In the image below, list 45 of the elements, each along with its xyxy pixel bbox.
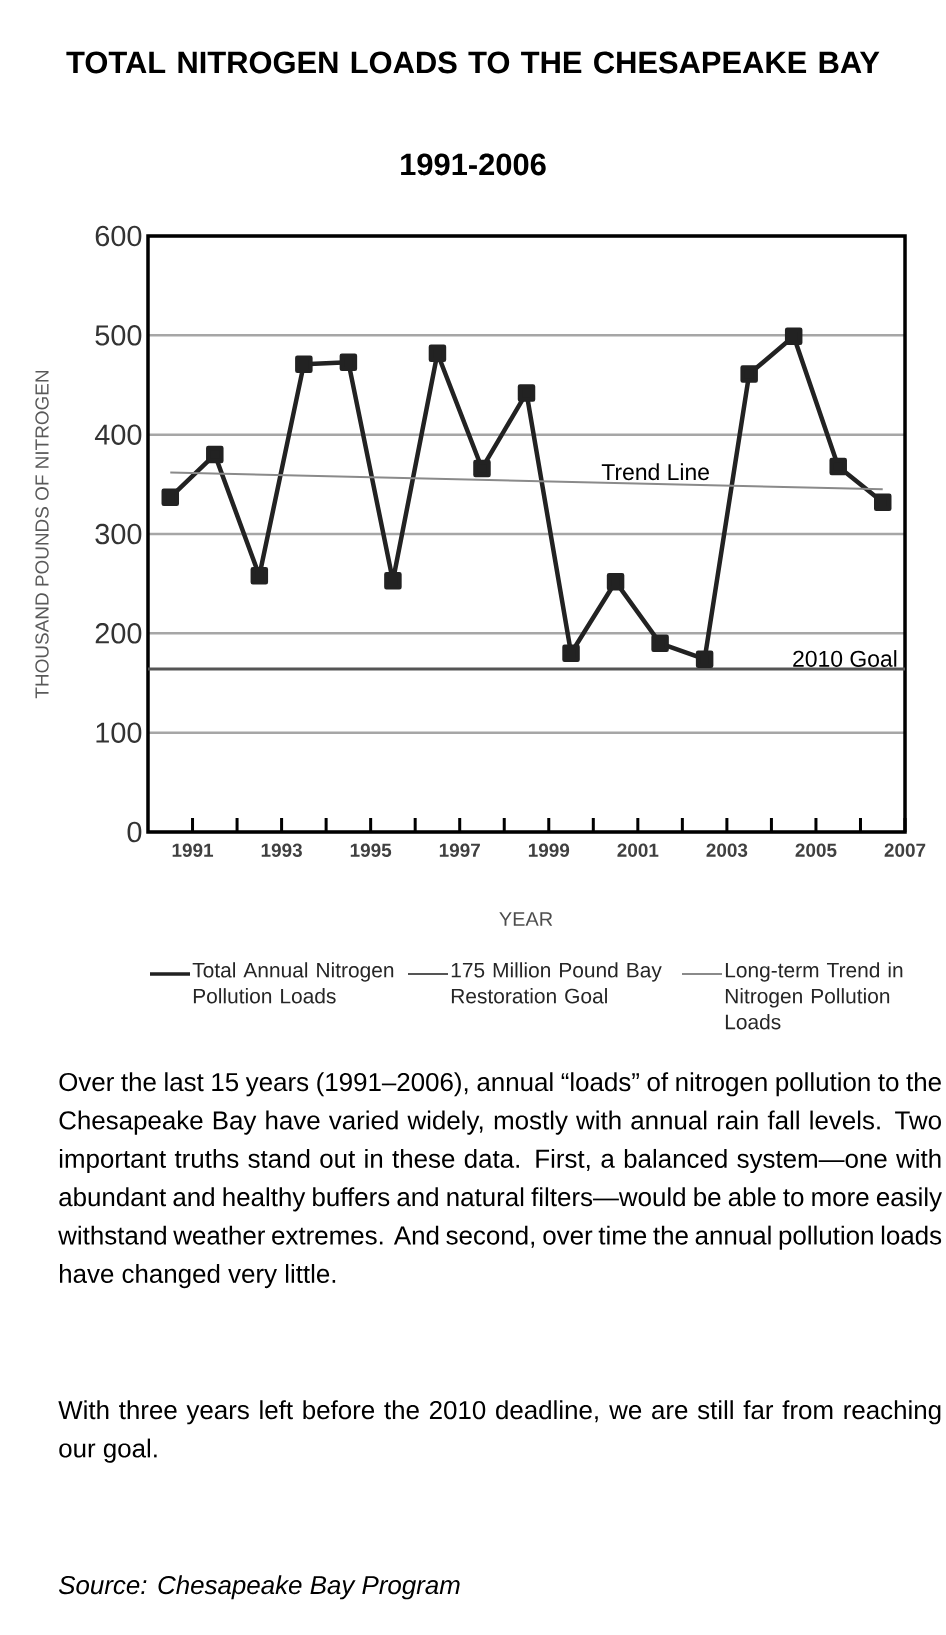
point [829,457,847,476]
point [784,327,803,346]
point [695,650,714,668]
y-tick-label: 300 [95,523,142,545]
text: With three years left before the 2010 deadline, we are still far from reaching our goal. [58,1400,941,1463]
x-tick-label: 1991 [172,843,214,857]
x-tick-label: 2007 [884,843,926,857]
chart-title: TOTAL NITROGEN LOADS TO THE CHESAPEAKE BAY [66,51,880,74]
point [295,355,313,373]
x-tick-label: 2003 [706,843,748,857]
point [206,445,224,464]
y-tick-label: 100 [96,722,142,743]
x-tick-label: 1997 [439,843,480,857]
point [740,365,758,383]
source-note: Source: Chesapeake Bay Program [58,1575,460,1600]
y-tick-label: 400 [94,424,142,445]
point [428,344,447,362]
point [473,459,491,478]
point [161,488,180,506]
point [606,572,625,591]
y-tick-label: 200 [95,623,142,644]
legend-label: 175 Million Pound Bay Restoration Goal [451,962,662,1004]
y-axis-title: THOUSAND POUNDS OF NITROGEN [35,370,49,699]
x-tick-label: 2001 [617,843,659,857]
point [651,634,669,653]
legend-label: Total Annual Nitrogen Pollution Loads [192,962,394,1004]
point [874,493,892,511]
annotation: Trend Line [601,463,709,481]
x-tick-label: 2005 [795,843,837,857]
x-tick-label: 1995 [350,843,392,857]
y-tick-label: 0 [127,821,142,843]
point [339,353,358,371]
point [384,571,402,590]
x-axis-title: YEAR [499,912,553,926]
x-tick-label: 1993 [261,843,302,857]
annotation: 2010 Goal [793,650,897,667]
legend-label: Long-term Trend in Nitrogen Pollution Loads [725,962,903,1030]
text: Over the last 15 years (1991–2006), annual “loads” of nitrogen pollution to the Chesapeake Bay have varied widely, mostly with annual rain fall levels. Two important truths stand out in these data. First, a balanced system—one with abundant and healthy buffers and natural filters—would be able to more easily withstand weather extremes. And second, over time the annual pollution loads have changed very little. [58,1072,942,1289]
point [517,384,536,402]
x-tick-label: 1999 [528,843,570,857]
chart-subtitle: 1991-2006 [401,153,546,176]
y-tick-label: 600 [95,225,142,247]
point [562,644,580,662]
y-tick-label: 500 [95,325,142,346]
point [250,566,269,585]
